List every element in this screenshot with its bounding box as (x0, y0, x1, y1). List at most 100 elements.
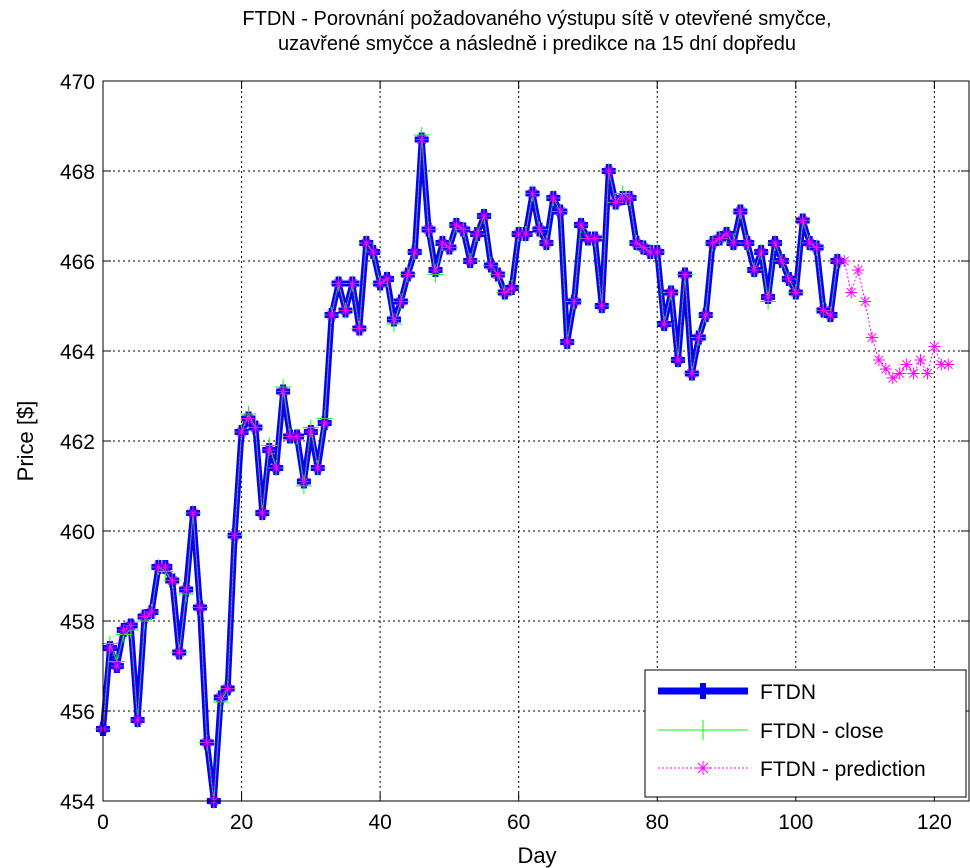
data-point-2 (852, 264, 864, 276)
y-tick-label: 464 (60, 341, 95, 364)
data-point-2 (423, 224, 435, 236)
data-point-2 (166, 575, 178, 587)
data-point-2 (312, 462, 324, 474)
data-point-2 (443, 242, 455, 254)
data-point-2 (409, 246, 421, 258)
data-point-2 (596, 300, 608, 312)
data-point-2 (270, 462, 282, 474)
data-point-2 (755, 246, 767, 258)
data-point-2 (319, 417, 331, 429)
data-point-2 (838, 255, 850, 267)
data-point-2 (547, 192, 559, 204)
data-point-2 (901, 359, 913, 371)
data-point-2 (679, 269, 691, 281)
data-point-2 (180, 584, 192, 596)
data-point-2 (506, 282, 518, 294)
data-point-2 (242, 413, 254, 425)
data-point-2 (561, 336, 573, 348)
x-tick-label: 40 (368, 811, 391, 834)
data-point-2 (485, 260, 497, 272)
data-point-2 (533, 224, 545, 236)
legend-marker-prediction (696, 761, 710, 775)
data-point-2 (568, 296, 580, 308)
data-point-2 (263, 444, 275, 456)
x-axis-label: Day (517, 843, 556, 868)
data-point-2 (201, 737, 213, 749)
data-point-2 (942, 359, 954, 371)
data-point-2 (915, 354, 927, 366)
data-point-2 (762, 291, 774, 303)
data-point-2 (339, 305, 351, 317)
data-point-2 (783, 273, 795, 285)
data-point-2 (464, 255, 476, 267)
data-point-2 (457, 224, 469, 236)
data-point-2 (125, 620, 137, 632)
data-point-2 (367, 246, 379, 258)
data-point-2 (797, 215, 809, 227)
data-point-2 (277, 386, 289, 398)
data-point-2 (305, 426, 317, 438)
data-point-2 (727, 237, 739, 249)
x-tick-label: 60 (507, 811, 530, 834)
y-tick-label: 466 (60, 251, 95, 274)
data-point-2 (721, 228, 733, 240)
data-point-2 (402, 269, 414, 281)
y-tick-label: 456 (60, 701, 95, 724)
data-point-2 (866, 332, 878, 344)
data-point-2 (824, 309, 836, 321)
data-point-2 (416, 134, 428, 146)
data-point-2 (693, 332, 705, 344)
y-tick-label: 468 (60, 161, 95, 184)
data-point-2 (894, 368, 906, 380)
data-point-2 (492, 269, 504, 281)
data-point-2 (776, 255, 788, 267)
x-tick-label: 0 (97, 811, 109, 834)
data-point-2 (145, 606, 157, 618)
y-axis-label: Price [$] (13, 401, 38, 482)
data-point-2 (381, 273, 393, 285)
data-point-2 (908, 368, 920, 380)
data-point-2 (859, 296, 871, 308)
chart-title-line-2: uzavřené smyčce a následně i predikce na… (278, 33, 796, 55)
data-point-2 (430, 264, 442, 276)
data-point-2 (554, 206, 566, 218)
data-point-2 (540, 237, 552, 249)
data-point-2 (603, 165, 615, 177)
legend-label-prediction: FTDN - prediction (760, 758, 926, 781)
data-point-2 (388, 314, 400, 326)
data-point-2 (159, 561, 171, 573)
data-point-2 (360, 237, 372, 249)
data-point-2 (928, 341, 940, 353)
x-tick-label: 100 (778, 811, 813, 834)
chart-title-line-1: FTDN - Porovnání požadovaného výstupu sí… (242, 8, 831, 30)
data-point-2 (111, 660, 123, 672)
data-point-2 (921, 368, 933, 380)
data-point-2 (298, 476, 310, 488)
data-point-2 (873, 354, 885, 366)
data-point-2 (880, 363, 892, 375)
data-point-2 (249, 422, 261, 434)
data-point-2 (741, 237, 753, 249)
data-point-2 (658, 318, 670, 330)
data-point-2 (748, 264, 760, 276)
data-point-2 (346, 278, 358, 290)
data-point-2 (395, 296, 407, 308)
data-point-2 (790, 287, 802, 299)
data-point-2 (353, 323, 365, 335)
y-tick-label: 454 (60, 791, 95, 814)
data-point-2 (575, 219, 587, 231)
data-point-2 (132, 714, 144, 726)
legend: FTDN FTDN - close FTDN - prediction (645, 670, 966, 797)
y-tick-label: 462 (60, 431, 95, 454)
legend-label-ftdn: FTDN (760, 681, 816, 704)
data-point-2 (222, 683, 234, 695)
data-point-2 (229, 530, 241, 542)
data-point-2 (333, 278, 345, 290)
data-point-2 (215, 692, 227, 704)
data-point-2 (194, 602, 206, 614)
data-point-2 (811, 242, 823, 254)
data-point-2 (173, 647, 185, 659)
y-tick-label: 470 (60, 71, 95, 94)
data-point-2 (104, 642, 116, 654)
